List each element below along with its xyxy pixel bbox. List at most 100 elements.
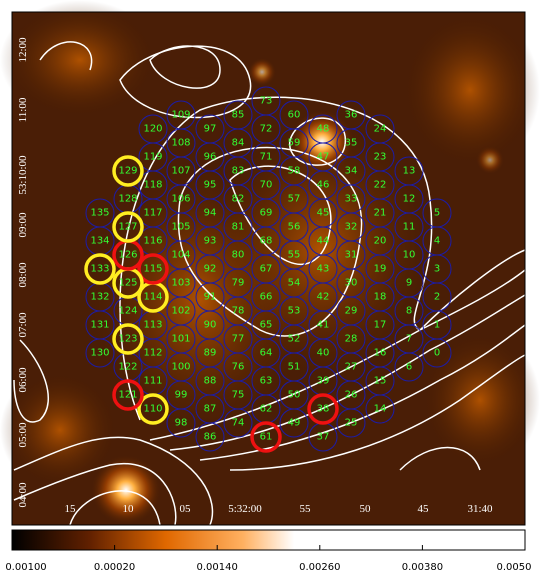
region-label: 113	[143, 320, 162, 331]
region-label: 89	[204, 348, 217, 359]
region-label: 29	[345, 306, 358, 317]
region-label: 106	[171, 194, 190, 205]
colorbar	[11, 529, 526, 551]
region-label: 131	[90, 320, 109, 331]
region-label: 111	[143, 376, 162, 387]
colorbar-label: 0.0050	[497, 562, 532, 573]
region-label: 71	[260, 152, 273, 163]
region-label: 46	[317, 180, 330, 191]
ra-label: 50	[360, 503, 372, 515]
region-label: 103	[171, 278, 190, 289]
region-label: 55	[288, 250, 301, 261]
region-label: 117	[143, 208, 162, 219]
region-label: 86	[204, 432, 217, 443]
highlight-ring	[250, 421, 282, 453]
region-label: 33	[345, 194, 358, 205]
region-label: 10	[403, 250, 416, 261]
region-ring	[138, 114, 168, 144]
region-label: 65	[260, 320, 273, 331]
region-label: 7	[406, 334, 412, 345]
region-label: 132	[90, 292, 109, 303]
region-label: 126	[118, 250, 137, 261]
region-label: 56	[288, 222, 301, 233]
dec-label: 05:00	[17, 422, 29, 448]
region-label: 95	[204, 180, 217, 191]
region-label: 66	[260, 292, 273, 303]
region-label: 122	[118, 362, 137, 373]
ra-label: 31:40	[467, 503, 493, 515]
region-label: 73	[260, 96, 273, 107]
region-label: 112	[143, 348, 162, 359]
region-label: 62	[260, 404, 273, 415]
region-label: 34	[345, 166, 358, 177]
region-label: 94	[204, 208, 217, 219]
dec-label: 06:00	[17, 367, 29, 393]
region-label: 27	[345, 362, 358, 373]
dec-label: 08:00	[17, 262, 29, 288]
region-label: 22	[374, 180, 387, 191]
region-label: 37	[317, 432, 330, 443]
region-label: 67	[260, 264, 273, 275]
region-label: 124	[118, 306, 137, 317]
region-label: 14	[374, 404, 387, 415]
region-ring	[422, 198, 452, 228]
highlight-ring	[112, 323, 144, 355]
region-label: 93	[204, 236, 217, 247]
region-label: 64	[260, 348, 273, 359]
region-label: 54	[288, 278, 301, 289]
emission	[0, 0, 540, 525]
region-label: 81	[232, 222, 245, 233]
region-label: 107	[171, 166, 190, 177]
region-label: 116	[143, 236, 162, 247]
region-label: 43	[317, 264, 330, 275]
region-label: 135	[90, 208, 109, 219]
axes: 12:0011:0053:10:0009:0008:0007:0006:0005…	[17, 37, 493, 515]
region-label: 97	[204, 124, 217, 135]
region-ring	[85, 198, 115, 228]
region-label: 127	[118, 222, 137, 233]
region-label: 91	[204, 292, 217, 303]
dec-label: 04:00	[17, 482, 29, 508]
region-label: 70	[260, 180, 273, 191]
region-label: 121	[118, 390, 137, 401]
highlight-ring	[112, 379, 144, 411]
colorbar-label: 0.00020	[94, 562, 135, 573]
colorbar-label: 0.00380	[402, 562, 443, 573]
region-label: 35	[345, 138, 358, 149]
region-label: 1	[434, 320, 440, 331]
colorbar-label: 0.00140	[197, 562, 238, 573]
region-label: 109	[171, 110, 190, 121]
region-label: 69	[260, 208, 273, 219]
region-label: 118	[143, 180, 162, 191]
colorbar-labels: 0.00100 0.00020 0.00140 0.00260 0.00380 0.005…	[5, 545, 532, 573]
region-label: 51	[288, 362, 301, 373]
ra-label: 05	[180, 503, 192, 515]
dec-label: 53:10:00	[17, 155, 29, 195]
region-label: 82	[232, 194, 245, 205]
region-label: 76	[232, 362, 245, 373]
region-label: 19	[374, 264, 387, 275]
colorbar-label: 0.00100	[5, 562, 46, 573]
region-label: 129	[118, 166, 137, 177]
region-label: 102	[171, 306, 190, 317]
region-label: 87	[204, 404, 217, 415]
region-label: 9	[406, 278, 412, 289]
region-ring	[195, 114, 225, 144]
region-label: 74	[232, 418, 245, 429]
ra-label: 15	[65, 503, 77, 515]
region-label: 4	[434, 236, 440, 247]
region-label: 84	[232, 138, 245, 149]
region-label: 48	[317, 124, 330, 135]
region-label: 83	[232, 166, 245, 177]
region-label: 12	[403, 194, 416, 205]
region-label: 31	[345, 250, 358, 261]
region-label: 57	[288, 194, 301, 205]
region-label: 130	[90, 348, 109, 359]
region-label: 26	[345, 390, 358, 401]
region-label: 92	[204, 264, 217, 275]
region-ring	[336, 100, 366, 130]
region-label: 3	[434, 264, 440, 275]
region-label: 15	[374, 376, 387, 387]
region-label: 77	[232, 334, 245, 345]
region-ring	[223, 100, 253, 130]
